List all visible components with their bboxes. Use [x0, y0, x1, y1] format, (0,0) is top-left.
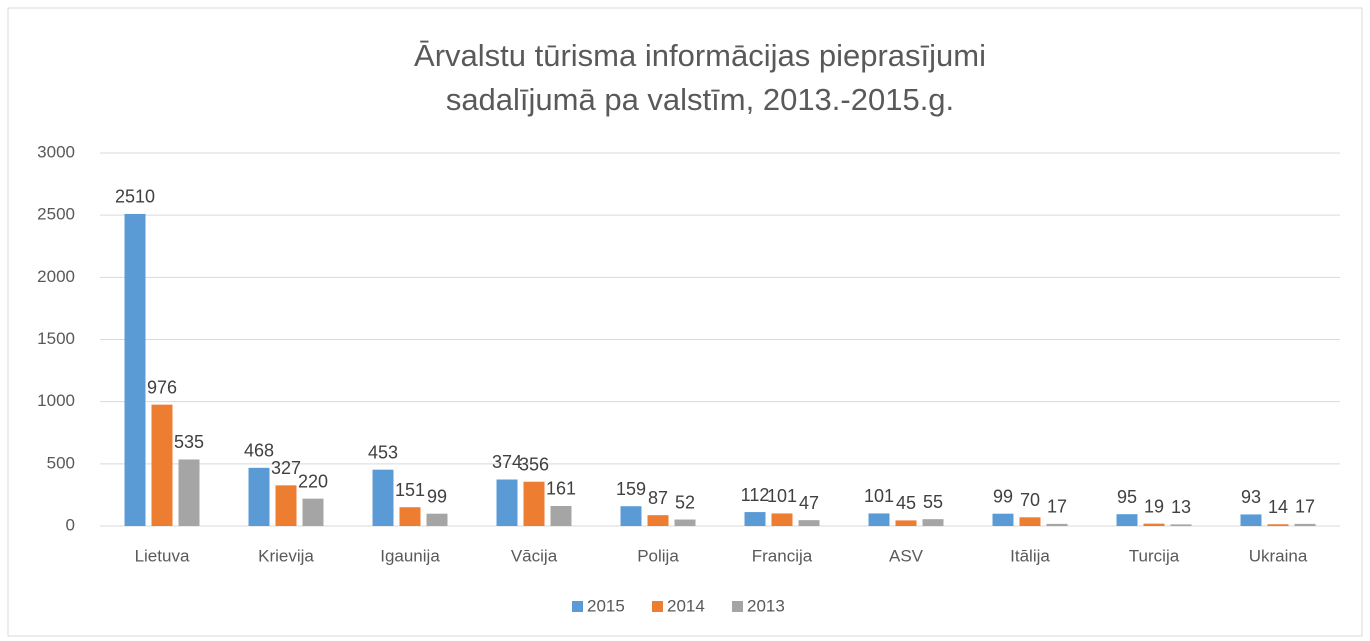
legend-swatch — [652, 601, 663, 612]
bar — [674, 519, 696, 526]
legend-swatch — [572, 601, 583, 612]
x-tick-label: ASV — [889, 546, 924, 565]
value-label: 17 — [1295, 497, 1315, 517]
bar — [302, 498, 324, 526]
x-tick-label: Polija — [637, 546, 679, 565]
bar — [372, 469, 394, 526]
value-label: 47 — [799, 493, 819, 513]
bar — [744, 512, 766, 526]
value-label: 52 — [675, 492, 695, 512]
x-tick-label: Lietuva — [135, 546, 190, 565]
value-label: 374 — [492, 452, 522, 472]
value-label: 453 — [368, 442, 398, 462]
chart-title: Ārvalstu tūrisma informācijas pieprasīju… — [414, 38, 986, 73]
bar — [1143, 523, 1165, 526]
legend-label: 2015 — [587, 596, 625, 615]
value-label: 112 — [741, 485, 770, 505]
legend-label: 2014 — [667, 596, 705, 615]
x-tick-label: Francija — [752, 546, 813, 565]
bar — [151, 404, 173, 526]
value-label: 99 — [427, 486, 447, 506]
value-label: 99 — [993, 486, 1013, 506]
value-label: 19 — [1144, 496, 1164, 516]
value-label: 159 — [616, 479, 646, 499]
value-label: 13 — [1171, 497, 1191, 517]
value-label: 327 — [271, 458, 301, 478]
bar — [895, 520, 917, 526]
bar — [620, 506, 642, 526]
value-label: 101 — [864, 486, 894, 506]
x-tick-label: Igaunija — [380, 546, 440, 565]
bar — [550, 505, 572, 526]
bar — [1019, 517, 1041, 526]
y-tick-label: 1000 — [37, 391, 75, 410]
value-label: 220 — [298, 471, 328, 491]
value-label: 14 — [1268, 497, 1288, 517]
bar — [798, 520, 820, 526]
value-label: 161 — [546, 479, 576, 499]
bar — [178, 459, 200, 526]
bar — [647, 515, 669, 526]
value-label: 151 — [395, 480, 425, 500]
bar — [1116, 514, 1138, 526]
bar — [771, 513, 793, 526]
y-tick-label: 3000 — [37, 142, 75, 161]
x-tick-label: Vācija — [511, 546, 558, 565]
value-label: 2510 — [115, 187, 155, 207]
value-label: 17 — [1047, 497, 1067, 517]
bar — [1240, 514, 1262, 526]
bar — [1294, 523, 1316, 526]
value-label: 976 — [147, 377, 177, 397]
bar — [124, 213, 146, 526]
bar — [922, 519, 944, 526]
x-tick-label: Turcija — [1129, 546, 1180, 565]
value-label: 45 — [896, 493, 916, 513]
value-label: 535 — [174, 432, 204, 452]
value-label: 101 — [767, 486, 797, 506]
bar — [1046, 523, 1068, 526]
x-tick-label: Ukraina — [1249, 546, 1308, 565]
value-label: 55 — [923, 492, 943, 512]
chart-border — [7, 7, 1363, 637]
y-tick-label: 0 — [66, 515, 75, 534]
value-label: 356 — [519, 454, 549, 474]
bar — [426, 513, 448, 526]
legend-label: 2013 — [747, 596, 785, 615]
bar — [1267, 524, 1289, 526]
chart-title: sadalījumā pa valstīm, 2013.-2015.g. — [446, 82, 954, 117]
bar — [496, 479, 518, 526]
legend-swatch — [732, 601, 743, 612]
bar — [868, 513, 890, 526]
value-label: 87 — [648, 488, 668, 508]
bar — [992, 513, 1014, 526]
y-tick-label: 2000 — [37, 267, 75, 286]
value-label: 93 — [1241, 487, 1261, 507]
x-tick-label: Itālija — [1010, 546, 1050, 565]
bar — [399, 507, 421, 526]
value-label: 70 — [1020, 490, 1040, 510]
y-tick-label: 500 — [47, 453, 75, 472]
value-label: 95 — [1117, 487, 1137, 507]
y-tick-label: 1500 — [37, 329, 75, 348]
x-tick-label: Krievija — [258, 546, 314, 565]
bar — [523, 481, 545, 526]
value-label: 468 — [244, 441, 274, 461]
bar — [1170, 524, 1192, 526]
y-tick-label: 2500 — [37, 205, 75, 224]
bar — [248, 467, 270, 526]
bar — [275, 485, 297, 526]
